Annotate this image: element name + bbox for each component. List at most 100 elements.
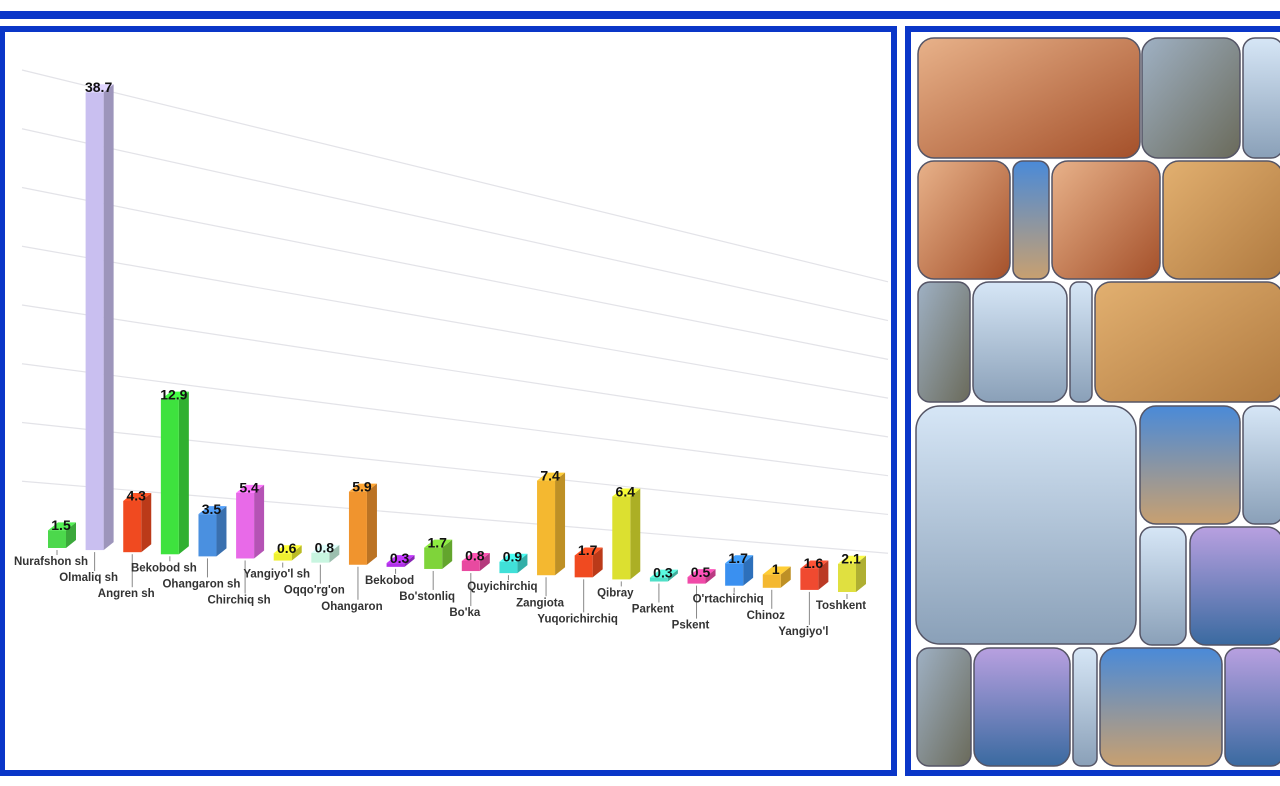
bar-side <box>479 552 490 572</box>
bar-top <box>687 569 716 578</box>
category-label: O'rtachirchiq <box>693 594 764 606</box>
bar-side <box>592 547 603 578</box>
value-label: 0.8 <box>465 548 485 564</box>
grid-line <box>21 245 889 399</box>
plot-area: 1.5 Nurafshon sh 38.7 Olmaliq sh 4.3 Angren s… <box>14 69 889 638</box>
value-label: 1.7 <box>728 550 748 566</box>
category-label: Pskent <box>672 620 710 632</box>
bar-top <box>838 555 866 564</box>
bar-side <box>705 569 716 584</box>
bar-side <box>555 472 566 576</box>
bar-top <box>461 552 490 561</box>
bar-side <box>329 544 340 563</box>
bar-top <box>311 544 340 553</box>
bar <box>311 552 330 563</box>
bar-side <box>856 555 866 592</box>
bar <box>236 492 255 559</box>
bar-side <box>291 545 302 561</box>
bar <box>574 555 593 578</box>
bar-top <box>612 488 641 497</box>
bar-side <box>141 492 152 553</box>
grid-line <box>21 186 889 360</box>
category-label: Angren sh <box>98 588 155 600</box>
bar <box>499 561 518 574</box>
category-label: Yangiyo'l sh <box>243 569 310 581</box>
value-label: 3.5 <box>202 501 222 517</box>
bar-side <box>743 555 754 586</box>
category-label: Zangiota <box>516 597 565 609</box>
category-label: Oqqo'rg'on <box>284 585 345 597</box>
bar-top <box>725 555 754 564</box>
bar-top <box>762 566 791 575</box>
bar-top <box>574 547 603 556</box>
value-label: 0.9 <box>503 548 523 564</box>
bar-top <box>273 545 302 554</box>
bar <box>424 547 443 569</box>
grid-line <box>21 128 889 322</box>
value-label: 4.3 <box>127 488 147 504</box>
bar <box>838 563 856 592</box>
category-label: Chirchiq sh <box>207 595 270 607</box>
category-label: Ohangaron sh <box>162 578 240 590</box>
bar-side <box>818 560 829 590</box>
bar-side <box>66 522 76 548</box>
bar <box>800 568 819 590</box>
bar-side <box>630 488 641 580</box>
bar-top <box>160 391 189 400</box>
bar-top <box>800 560 829 569</box>
top-band <box>0 11 1280 19</box>
chart-panel <box>0 26 897 776</box>
value-label: 5.9 <box>352 478 372 494</box>
bar <box>461 560 480 572</box>
grid-line <box>21 304 889 438</box>
bar-side <box>667 569 678 582</box>
category-label: Yangiyo'l <box>778 626 828 638</box>
bar-side <box>103 84 114 551</box>
bar <box>762 574 781 588</box>
value-label: 2.1 <box>841 551 861 567</box>
value-label: 0.3 <box>390 550 410 566</box>
bar-side <box>517 553 528 574</box>
bar-top <box>499 553 528 562</box>
value-label: 1.7 <box>578 542 598 558</box>
category-label: Qibray <box>597 587 634 599</box>
value-label: 1.5 <box>51 517 71 533</box>
bar-top <box>236 484 265 493</box>
bar-top <box>649 569 678 578</box>
bar-top <box>48 522 76 531</box>
value-label: 0.6 <box>277 540 297 556</box>
bar-top <box>348 483 377 492</box>
category-label: Bo'stonliq <box>399 591 455 603</box>
bar <box>123 500 142 553</box>
bar <box>725 563 744 586</box>
category-label: Olmaliq sh <box>59 572 118 584</box>
value-label: 5.4 <box>239 480 259 496</box>
category-label: Nurafshon sh <box>14 556 88 568</box>
bar-top <box>123 492 152 501</box>
value-label: 7.4 <box>540 467 560 483</box>
value-label: 38.7 <box>85 79 112 95</box>
category-label: Bekobod sh <box>131 562 197 574</box>
bar-side <box>178 391 189 555</box>
bar-side <box>366 483 377 565</box>
category-label: Bo'ka <box>449 607 480 619</box>
category-label: Yuqorichirchiq <box>537 613 618 625</box>
bar <box>160 399 179 555</box>
bar-side <box>216 506 227 557</box>
bar <box>687 577 706 584</box>
bar-top <box>386 555 415 564</box>
bar-side <box>254 484 265 559</box>
bar <box>649 577 668 582</box>
category-label: Toshkent <box>816 600 866 612</box>
grid-line <box>21 363 889 477</box>
value-label: 0.8 <box>315 540 335 556</box>
bar <box>386 563 405 567</box>
value-label: 12.9 <box>160 386 187 402</box>
grid-line <box>21 69 889 283</box>
value-label: 1 <box>772 561 780 577</box>
category-label: Chinoz <box>747 610 786 622</box>
value-label: 1.6 <box>804 555 824 571</box>
bar-top <box>198 506 227 515</box>
category-label: Quyichirchiq <box>467 581 537 593</box>
